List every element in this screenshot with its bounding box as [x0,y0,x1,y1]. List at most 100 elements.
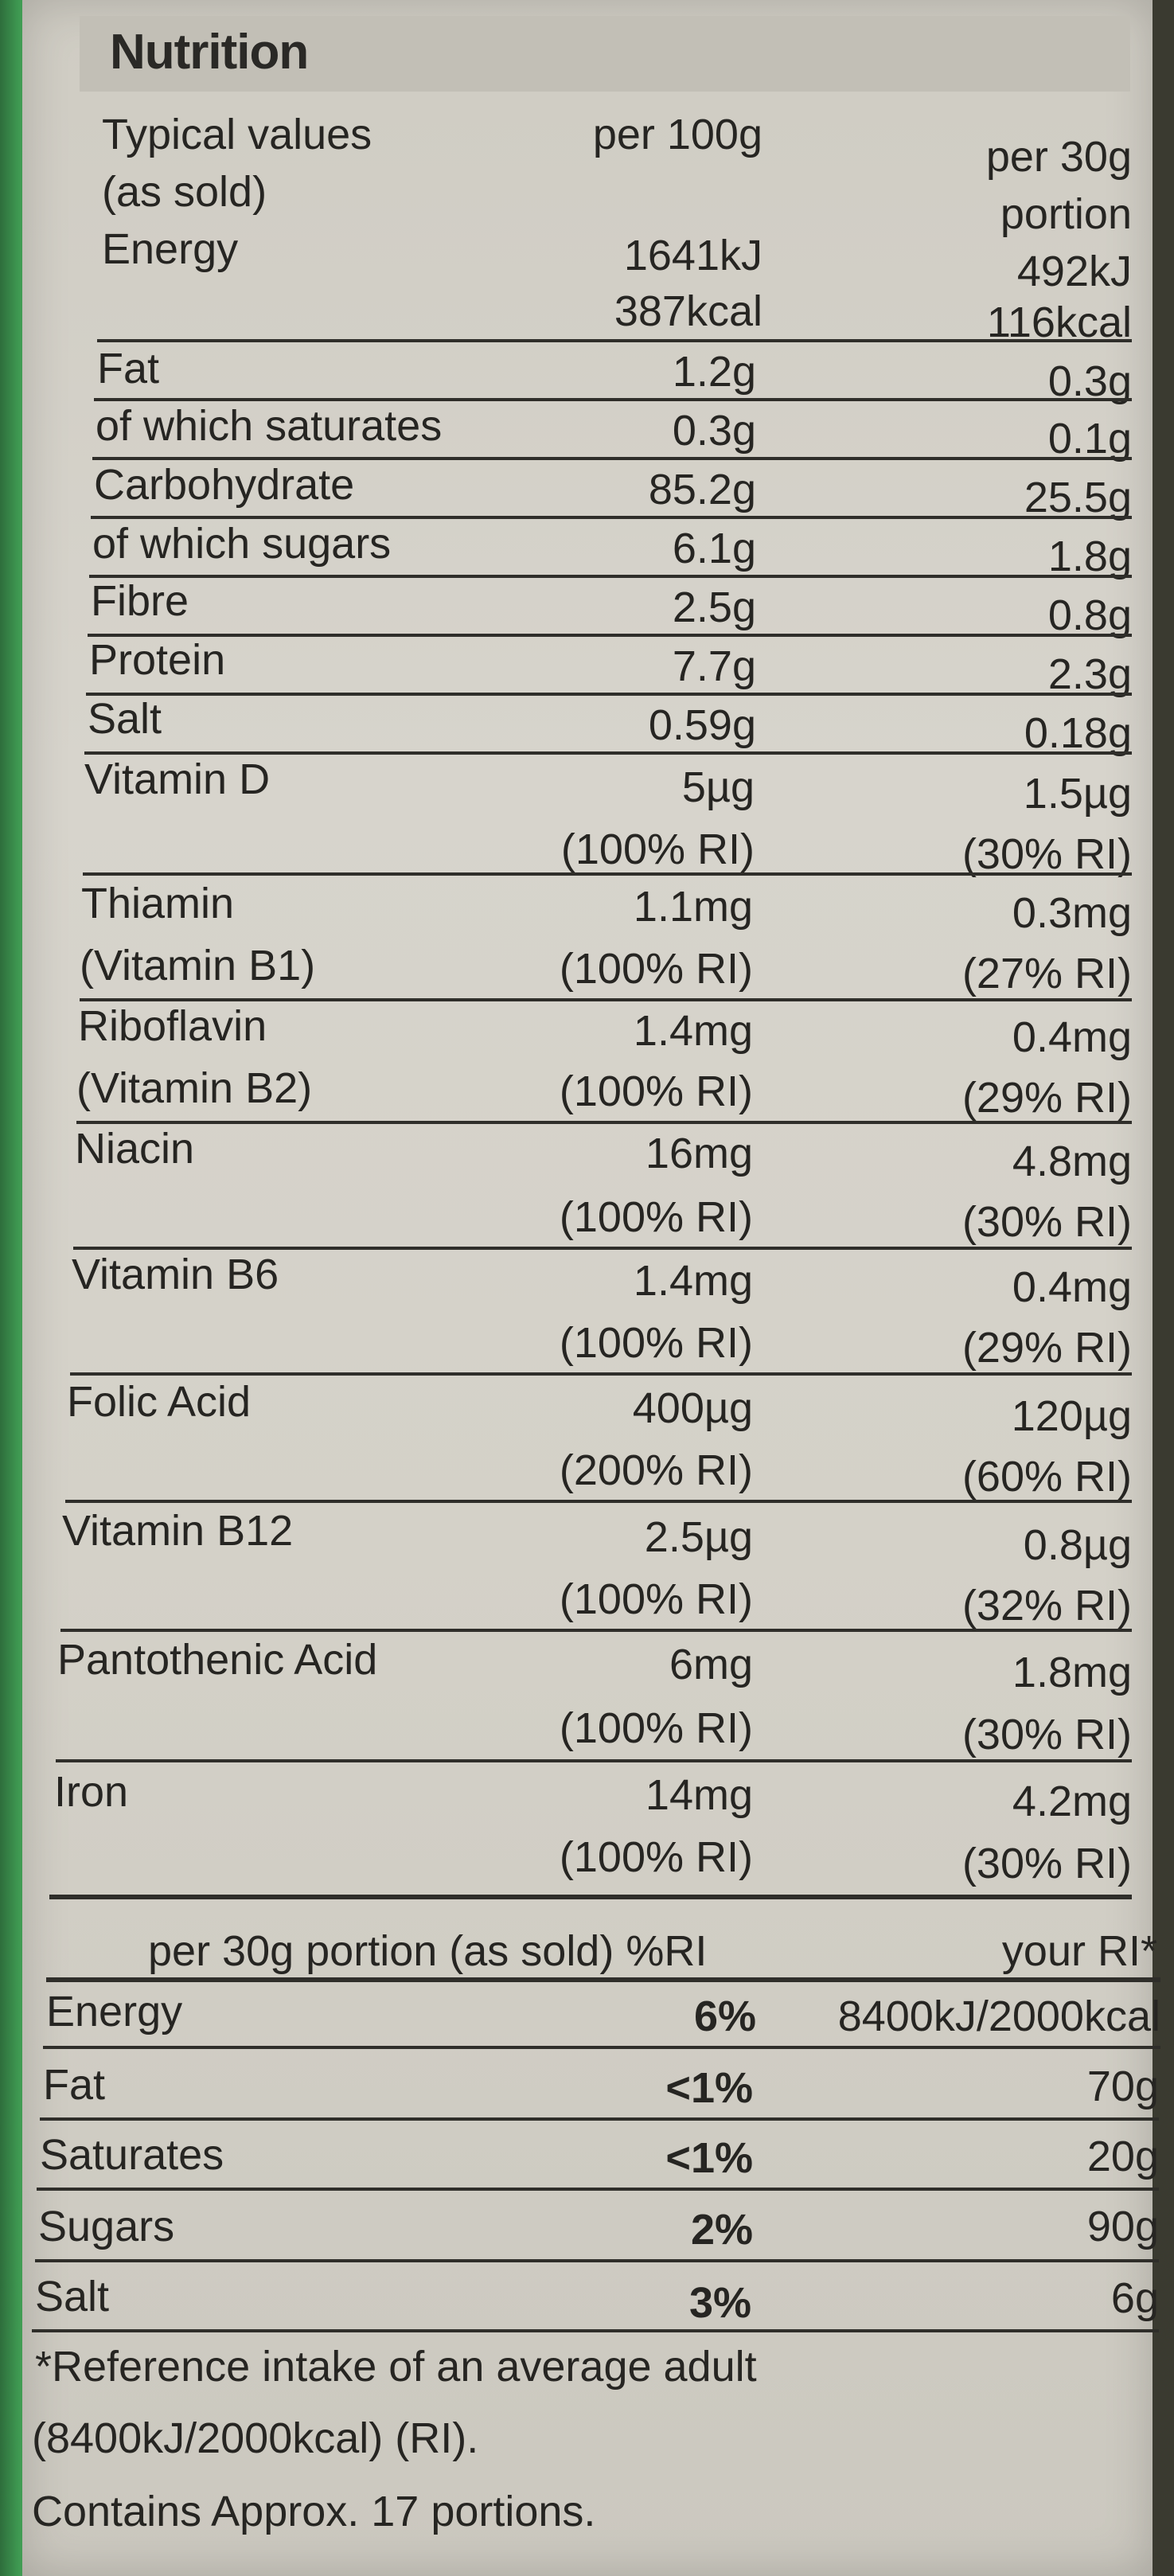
vitamin-per30: 1.5µg [1023,770,1132,818]
vitamin-per100: 1.4mg [633,1007,753,1055]
vitamin-per30: 0.3mg [1012,889,1132,937]
nutrient-label: Salt [88,695,162,743]
vitamin-ri-per30: (27% RI) [961,950,1132,997]
vitamin-label: Vitamin B6 [72,1251,279,1298]
vitamin-sublabel: (Vitamin B1) [80,942,316,989]
nutrition-title: Nutrition [110,25,309,80]
ri-label: Sugars [38,2203,175,2250]
divider [70,1372,1132,1376]
ri-percent: <1% [665,2134,753,2182]
vitamin-ri-per30: (30% RI) [961,1840,1132,1887]
ri-percent: 3% [688,2279,751,2327]
nutrient-label: Carbohydrate [94,461,355,509]
divider [91,516,1132,519]
divider [60,1629,1132,1632]
vitamin-label: Pantothenic Acid [57,1636,378,1684]
divider [56,1759,1132,1762]
nutrient-per30: 25.5g [1024,474,1132,521]
ri-value: 6g [1110,2274,1159,2322]
vitamin-per100: 1.4mg [633,1257,753,1305]
nutrient-label: of which saturates [96,402,443,450]
nutrient-per100: 0.3g [672,407,756,455]
ri-label: Fat [43,2061,106,2109]
nutrient-per30: 2.3g [1047,650,1132,698]
ri-percent: <1% [665,2064,753,2112]
vitamin-sublabel: (Vitamin B2) [76,1064,313,1112]
divider [97,339,1132,342]
vitamin-per30: 1.8mg [1012,1649,1132,1696]
nutrient-label: Protein [89,636,226,684]
vitamin-ri-per100: (100% RI) [559,1833,753,1881]
nutrient-per30: 0.18g [1024,709,1132,757]
vitamin-ri-per30: (29% RI) [961,1074,1132,1122]
nutrient-per30: 1.8g [1047,533,1132,580]
vitamin-per100: 400µg [632,1384,753,1432]
energy-kcal-per100: 387kcal [614,287,763,335]
ri-label: Salt [35,2273,110,2320]
divider [40,2117,1159,2121]
ri-label: Saturates [40,2131,224,2179]
divider [88,634,1132,637]
divider [92,457,1132,460]
ri-label: Energy [46,1988,183,2035]
footnote-line-3: Contains Approx. 17 portions. [32,2488,596,2535]
footnote-line-1: *Reference intake of an average adult [35,2343,757,2391]
footnote-line-2: (8400kJ/2000kcal) (RI). [32,2414,479,2462]
divider [49,1895,1132,1899]
divider [83,872,1132,876]
nutrient-per30: 0.1g [1047,415,1132,463]
vitamin-ri-per100: (100% RI) [559,1319,753,1367]
nutrient-per100: 1.2g [672,348,756,396]
vitamin-label: Vitamin B12 [62,1507,294,1555]
vitamin-per100: 6mg [669,1641,753,1688]
nutrient-per100: 0.59g [648,701,756,749]
energy-kj-per100: 1641kJ [623,232,763,279]
vitamin-ri-per30: (32% RI) [961,1582,1132,1630]
portion-header: portion [1000,190,1132,238]
energy-kj-per30: 492kJ [1016,248,1132,295]
divider [84,751,1132,755]
energy-label: Energy [102,225,239,273]
ri-value: 8400kJ/2000kcal [837,1992,1160,2040]
nutrient-per100: 85.2g [648,466,756,513]
ri-percent: 2% [690,2206,753,2254]
ri-header-right: your RI* [1001,1927,1157,1975]
vitamin-ri-per30: (29% RI) [961,1324,1132,1372]
divider [65,1500,1132,1503]
title-band [80,16,1130,92]
typical-values-label: Typical values [102,111,372,158]
vitamin-ri-per100: (100% RI) [559,1704,753,1752]
vitamin-ri-per30: (30% RI) [961,830,1132,878]
vitamin-label: Iron [54,1768,129,1816]
vitamin-per30: 0.4mg [1012,1013,1132,1061]
vitamin-per100: 14mg [645,1771,753,1819]
vitamin-per30: 4.2mg [1012,1778,1132,1825]
nutrient-per100: 6.1g [672,525,756,572]
vitamin-per30: 0.8µg [1023,1521,1132,1569]
per-30g-header: per 30g [985,133,1132,181]
nutrient-per100: 2.5g [672,584,756,631]
divider [73,1247,1132,1250]
divider [80,998,1132,1001]
ri-value: 20g [1086,2133,1159,2180]
as-sold-label: (as sold) [102,168,267,216]
vitamin-ri-per100: (100% RI) [559,1193,753,1241]
vitamin-ri-per100: (100% RI) [559,1575,753,1623]
nutrient-per30: 0.3g [1047,357,1132,405]
ri-value: 90g [1086,2203,1159,2250]
ri-value: 70g [1086,2063,1159,2110]
vitamin-per100: 2.5µg [644,1513,753,1561]
divider [86,693,1132,696]
vitamin-per30: 0.4mg [1012,1263,1132,1311]
divider [89,575,1132,578]
vitamin-ri-per30: (30% RI) [961,1198,1132,1246]
vitamin-label: Vitamin D [84,755,271,803]
nutrition-label-panel [22,0,1153,2576]
nutrient-per30: 0.8g [1047,591,1132,639]
vitamin-ri-per100: (100% RI) [559,945,753,993]
divider [43,2046,1160,2049]
divider [37,2188,1159,2191]
ri-percent: 6% [693,1992,756,2040]
vitamin-ri-per100: (100% RI) [559,1067,753,1115]
divider [94,398,1132,401]
